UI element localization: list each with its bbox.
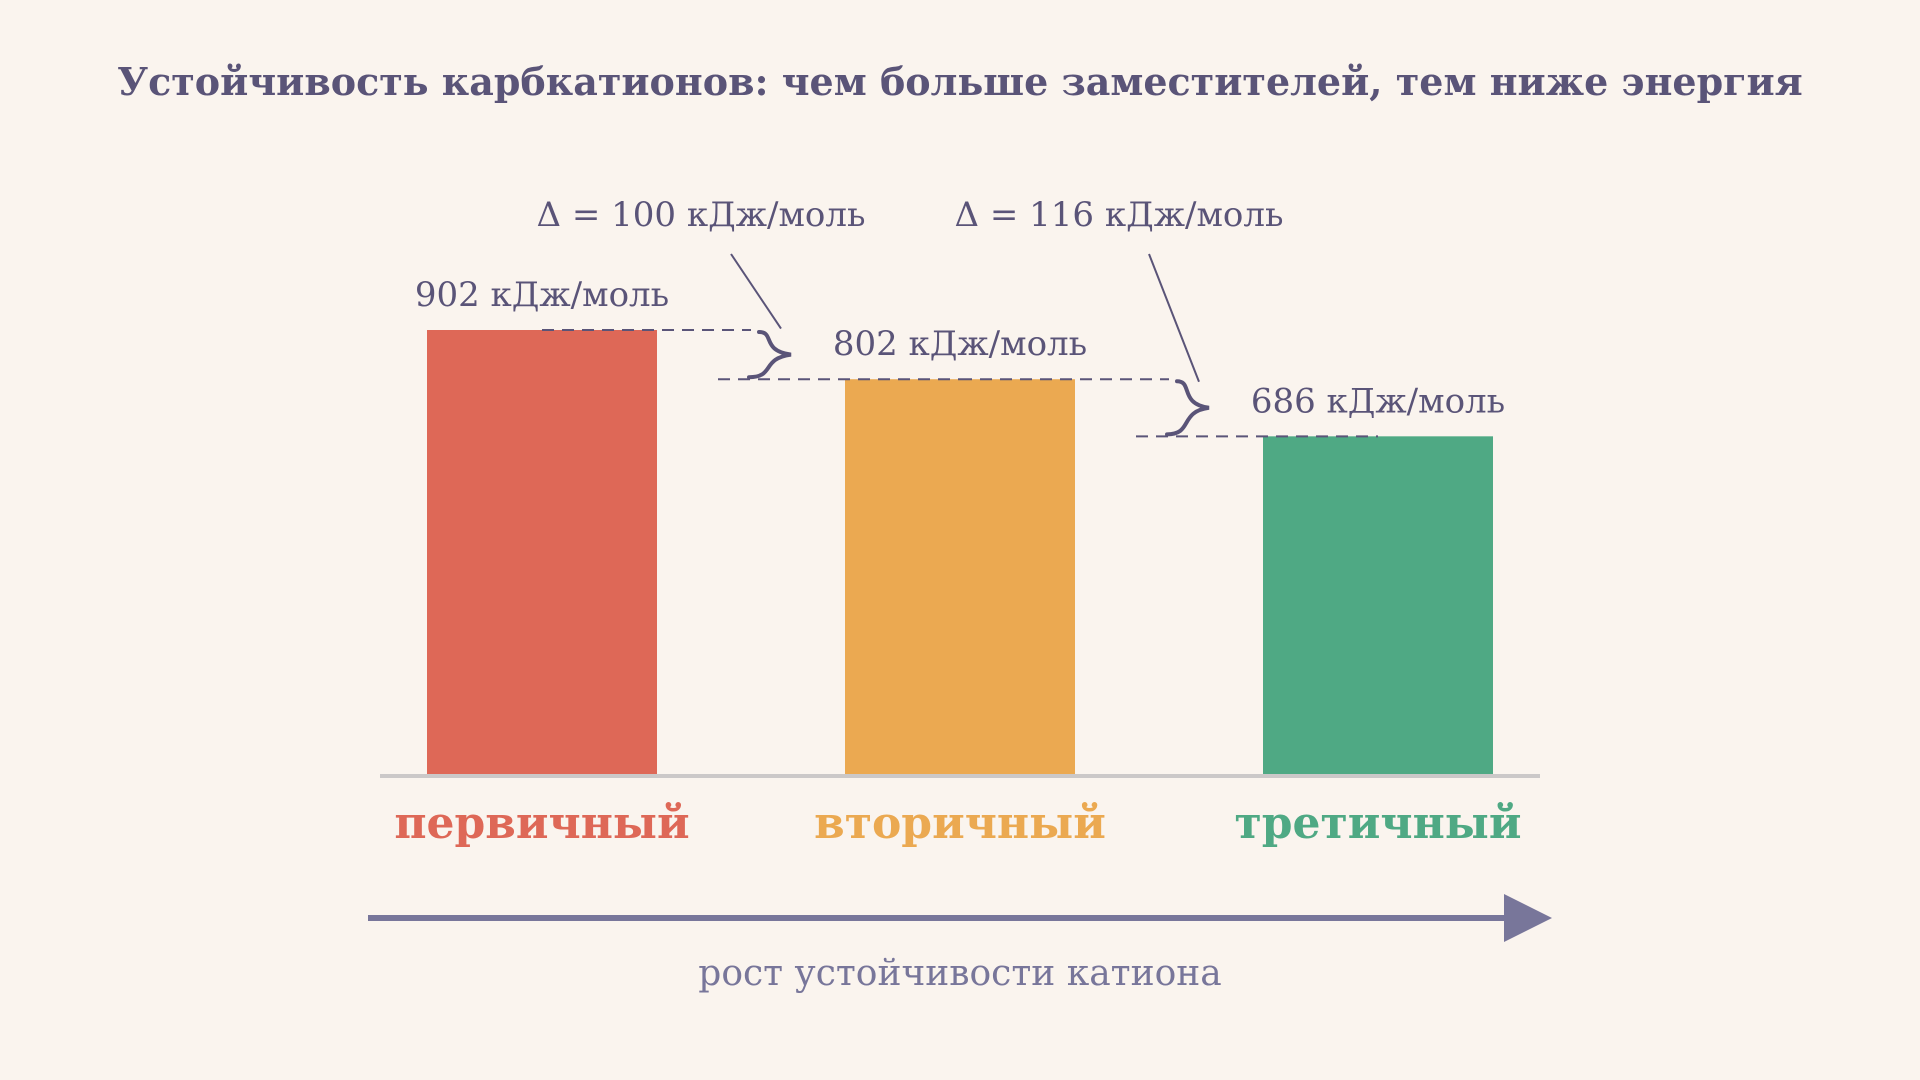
chart-title: Устойчивость карбкатионов: чем больше за… [117, 59, 1802, 104]
bar-3 [1263, 436, 1493, 774]
arrow-head-icon [1504, 894, 1552, 942]
category-label-2: вторичный [814, 798, 1106, 849]
brace-icon-1 [747, 330, 792, 380]
arrow-caption: рост устойчивости катиона [698, 953, 1221, 994]
category-label-3: третичный [1234, 798, 1521, 849]
category-label-1: первичный [394, 798, 689, 849]
brace-icon-2 [1165, 379, 1210, 437]
bar-2 [845, 379, 1075, 774]
delta-label-1: Δ = 100 кДж/моль [536, 195, 865, 235]
stability-arrow [368, 894, 1552, 942]
bar-1 [427, 330, 657, 774]
leader-line-1 [730, 253, 782, 330]
delta-label-2: Δ = 116 кДж/моль [954, 195, 1283, 235]
plot-area: 902 кДж/моль первичный 802 кДж/моль вторичн… [394, 195, 1521, 849]
value-label-2: 802 кДж/моль [833, 324, 1087, 364]
value-label-3: 686 кДж/моль [1251, 381, 1505, 421]
value-label-1: 902 кДж/моль [415, 275, 669, 315]
leader-line-2 [1148, 253, 1200, 383]
